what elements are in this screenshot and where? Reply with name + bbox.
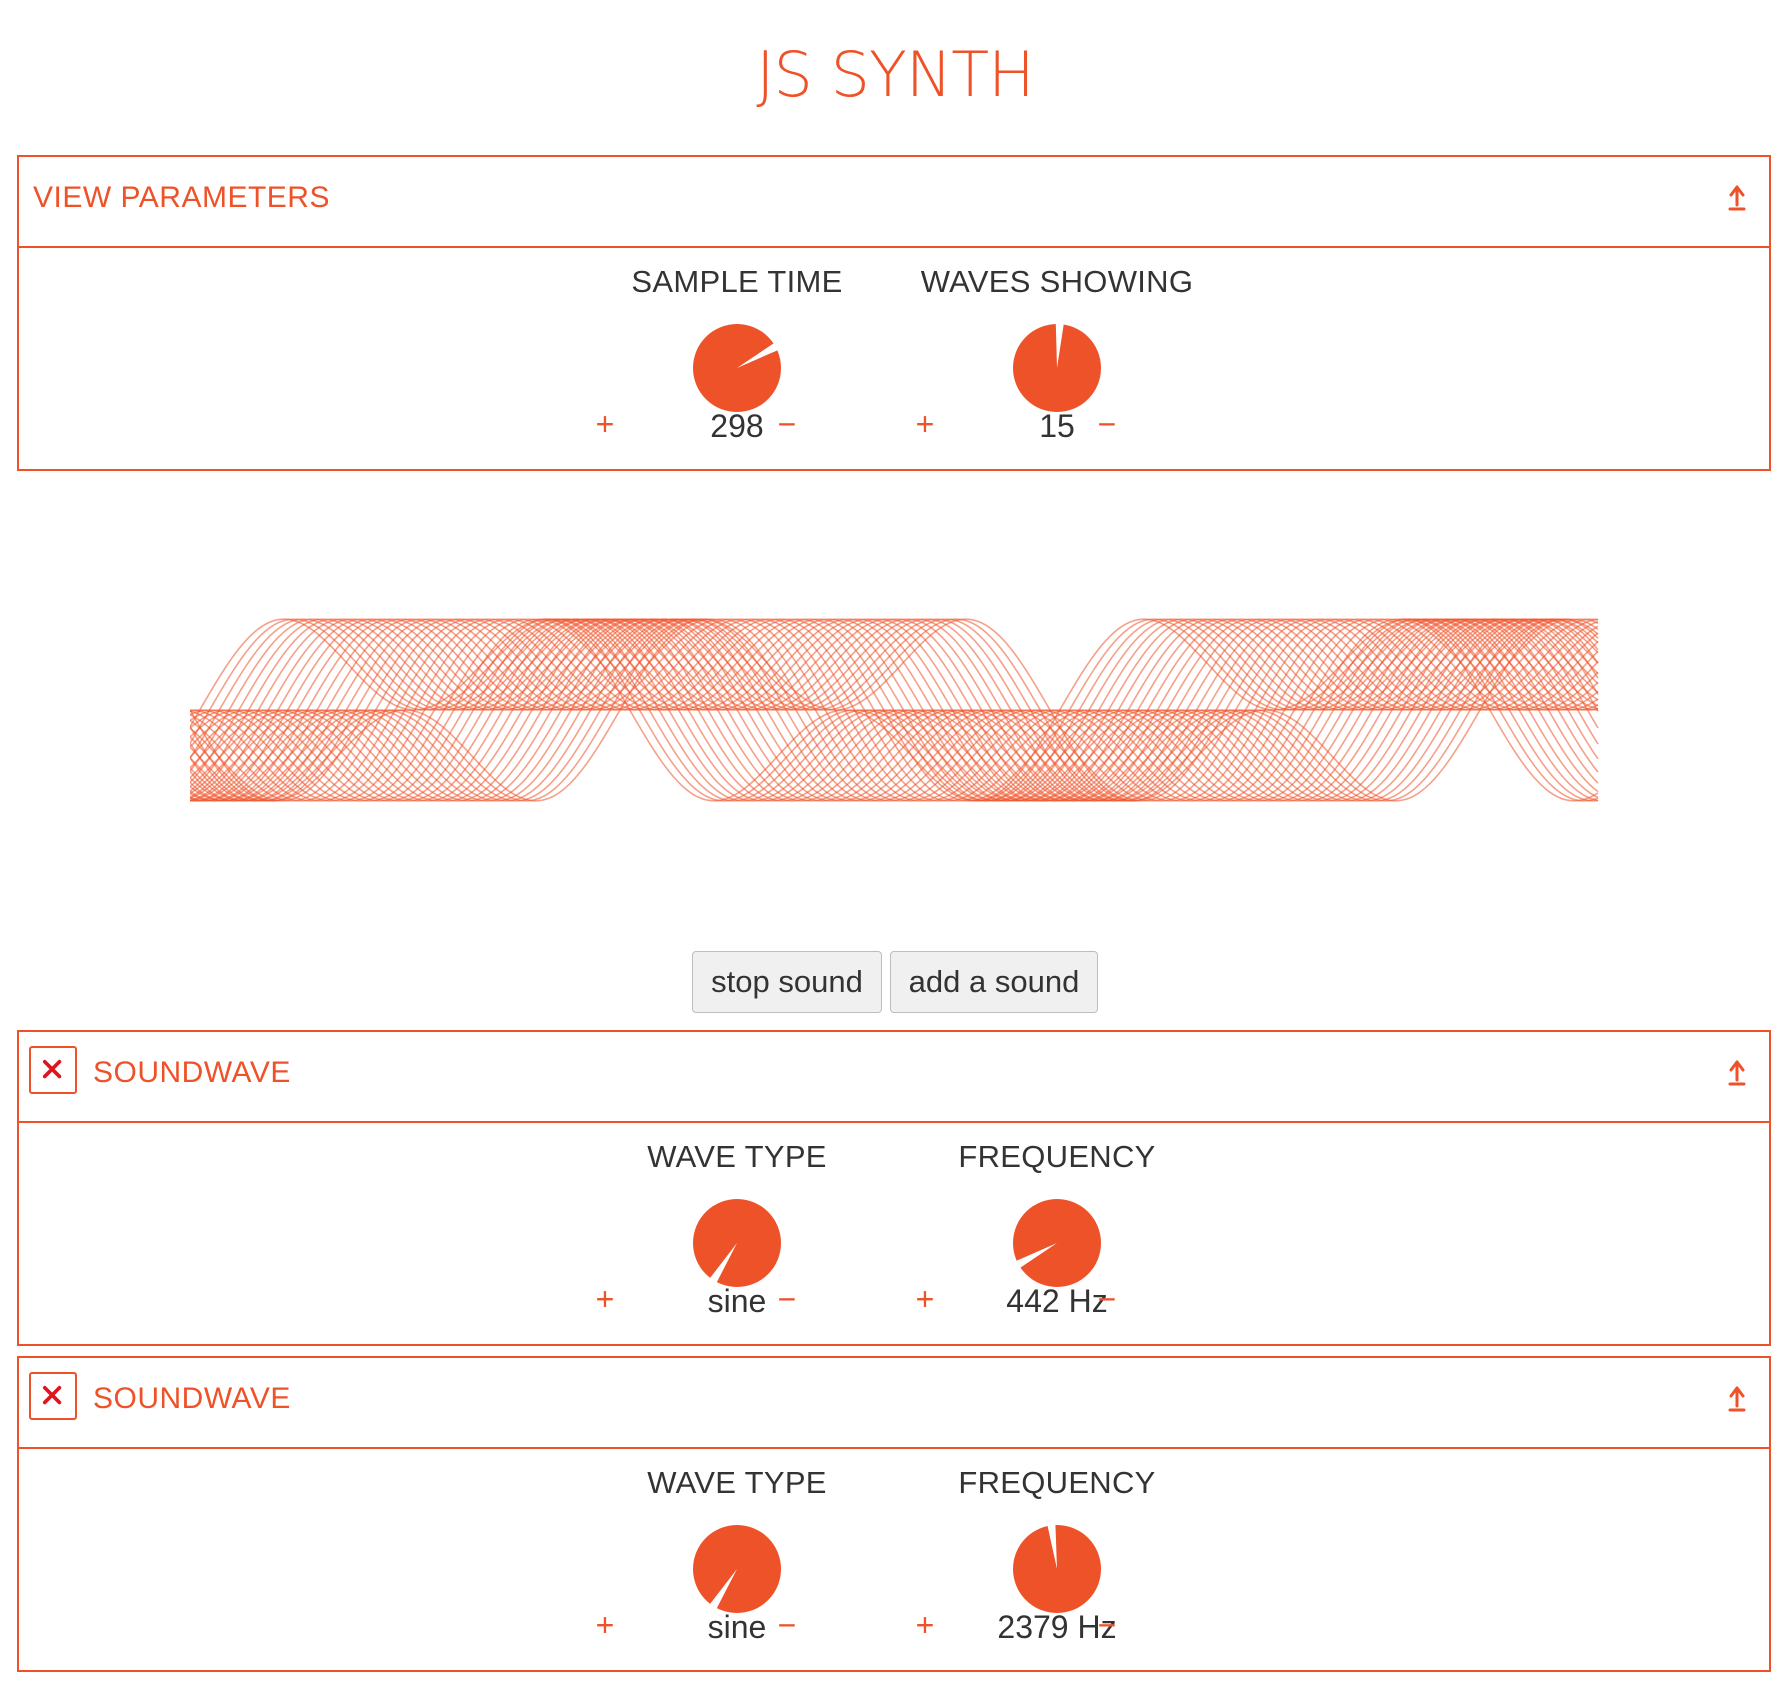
knob[interactable]	[693, 1525, 781, 1613]
param-value: 15	[1039, 408, 1075, 444]
increment-button[interactable]: +	[915, 406, 935, 442]
stop-sound-button[interactable]: stop sound	[692, 951, 882, 1013]
panel-title: VIEW PARAMETERS	[33, 181, 330, 214]
param-label: WAVES SHOWING	[920, 264, 1194, 299]
wave-trace	[190, 618, 1599, 802]
param-label: FREQUENCY	[958, 1465, 1156, 1500]
soundwave-panel: SOUNDWAVE WAVE TYPE + sine − FREQUENCY +…	[17, 1356, 1771, 1672]
param-value: sine	[707, 1283, 767, 1319]
param-value: sine	[707, 1609, 767, 1645]
panel-header: SOUNDWAVE	[19, 1032, 1769, 1123]
wave-trace	[190, 618, 1599, 802]
knob[interactable]	[693, 324, 781, 412]
decrement-button[interactable]: −	[777, 1281, 797, 1317]
close-icon	[42, 1385, 62, 1405]
remove-sound-button[interactable]	[29, 1372, 77, 1420]
panel-header: SOUNDWAVE	[19, 1358, 1769, 1449]
wave-trace	[190, 618, 1599, 802]
wave-trace	[190, 618, 1599, 802]
decrement-button[interactable]: −	[777, 406, 797, 442]
increment-button[interactable]: +	[915, 1281, 935, 1317]
increment-button[interactable]: +	[595, 406, 615, 442]
wave-trace	[190, 618, 1599, 802]
decrement-button[interactable]: −	[777, 1607, 797, 1643]
knob[interactable]	[1013, 1199, 1101, 1287]
param-label: FREQUENCY	[958, 1139, 1156, 1174]
arrow-up-bar-icon[interactable]	[1725, 183, 1749, 213]
panel-title: SOUNDWAVE	[93, 1382, 291, 1415]
waveform-display	[190, 618, 1599, 802]
wave-trace	[190, 618, 1599, 802]
wave-trace	[190, 618, 1599, 802]
param-value: 442 Hz	[1006, 1283, 1108, 1319]
wave-trace	[190, 618, 1599, 802]
increment-button[interactable]: +	[595, 1607, 615, 1643]
wave-trace	[190, 618, 1599, 802]
param-value: 2379 Hz	[997, 1609, 1117, 1645]
param-label: SAMPLE TIME	[631, 264, 843, 299]
wave-trace	[190, 618, 1599, 802]
wave-trace	[190, 618, 1599, 802]
app-title: JS SYNTH	[756, 38, 1034, 111]
knob[interactable]	[1013, 1525, 1101, 1613]
soundwave-panel: SOUNDWAVE WAVE TYPE + sine − FREQUENCY +…	[17, 1030, 1771, 1346]
decrement-button[interactable]: −	[1097, 406, 1117, 442]
wave-trace	[190, 618, 1599, 802]
wave-trace	[190, 618, 1599, 802]
knob[interactable]	[693, 1199, 781, 1287]
wave-trace	[190, 618, 1599, 802]
param-label: WAVE TYPE	[647, 1139, 827, 1174]
close-icon	[42, 1059, 62, 1079]
remove-sound-button[interactable]	[29, 1046, 77, 1094]
param-label: WAVE TYPE	[647, 1465, 827, 1500]
wave-trace	[190, 618, 1599, 802]
add-sound-button[interactable]: add a sound	[890, 951, 1098, 1013]
wave-trace	[190, 618, 1599, 802]
decrement-button[interactable]: −	[1097, 1281, 1117, 1317]
increment-button[interactable]: +	[595, 1281, 615, 1317]
param-value: 298	[710, 408, 764, 444]
arrow-up-bar-icon[interactable]	[1725, 1058, 1749, 1088]
view-parameters-panel: VIEW PARAMETERS SAMPLE TIME + 298 − WAVE…	[17, 155, 1771, 471]
decrement-button[interactable]: −	[1097, 1607, 1117, 1643]
increment-button[interactable]: +	[915, 1607, 935, 1643]
panel-header: VIEW PARAMETERS	[19, 157, 1769, 248]
arrow-up-bar-icon[interactable]	[1725, 1384, 1749, 1414]
wave-trace	[190, 618, 1599, 802]
knob[interactable]	[1013, 324, 1101, 412]
panel-title: SOUNDWAVE	[93, 1056, 291, 1089]
wave-trace	[190, 618, 1599, 802]
